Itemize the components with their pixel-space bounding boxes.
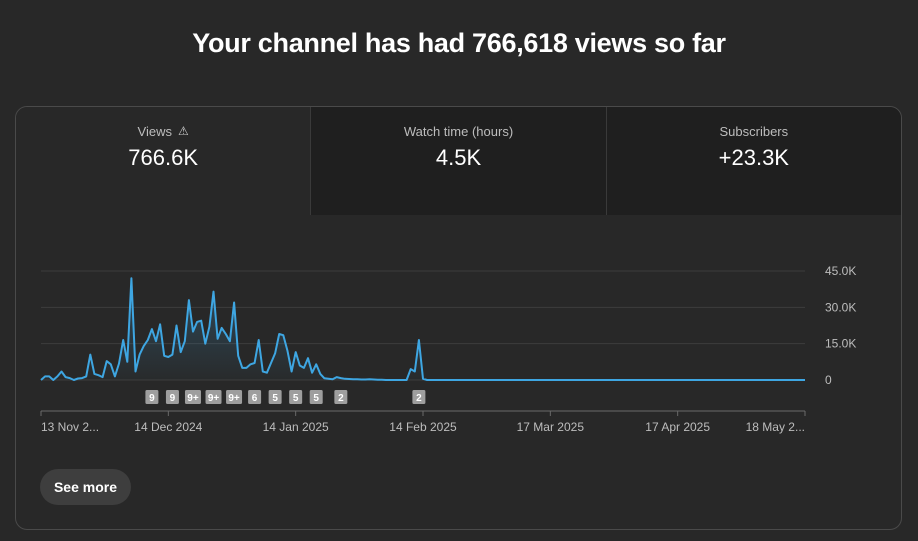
warning-triangle-icon[interactable]: ⚠ — [178, 124, 189, 138]
video-marker: 5 — [309, 390, 323, 404]
video-marker-count: 9 — [170, 393, 176, 404]
metric-tabs: Views ⚠ 766.6K Watch time (hours) 4.5K Su… — [16, 107, 901, 215]
y-tick-label: 30.0K — [825, 300, 856, 314]
tab-views-label: Views — [137, 124, 172, 139]
x-tick-label: 13 Nov 2... — [41, 420, 99, 434]
video-marker-count: 5 — [313, 393, 319, 404]
video-marker: 2 — [412, 390, 426, 404]
video-marker: 9+ — [205, 390, 222, 404]
see-more-button[interactable]: See more — [40, 469, 131, 505]
y-tick-label: 15.0K — [825, 337, 856, 351]
video-marker-badge — [205, 390, 222, 404]
tab-views-label-row: Views ⚠ — [16, 124, 310, 139]
video-marker-badge — [334, 390, 348, 404]
video-marker-count: 5 — [272, 393, 278, 404]
analytics-card: Views ⚠ 766.6K Watch time (hours) 4.5K Su… — [15, 106, 902, 530]
video-marker-badge — [248, 390, 262, 404]
tab-subscribers[interactable]: Subscribers +23.3K — [605, 107, 901, 215]
video-marker-badge — [412, 390, 426, 404]
tab-subscribers-value: +23.3K — [718, 145, 789, 170]
x-tick-label: 14 Jan 2025 — [263, 420, 329, 434]
x-tick-label: 18 May 2... — [746, 420, 805, 434]
video-marker: 6 — [248, 390, 262, 404]
x-tick-label: 17 Apr 2025 — [645, 420, 710, 434]
video-marker-badge — [145, 390, 159, 404]
video-marker-badge — [165, 390, 179, 404]
x-tick-label: 17 Mar 2025 — [517, 420, 585, 434]
video-marker-badge — [309, 390, 323, 404]
video-marker-count: 6 — [252, 393, 258, 404]
video-marker-count: 9+ — [208, 393, 220, 404]
video-marker-badge — [226, 390, 243, 404]
video-marker-count: 5 — [293, 393, 299, 404]
video-marker: 9+ — [184, 390, 201, 404]
y-tick-label: 45.0K — [825, 264, 856, 278]
video-marker-count: 9+ — [187, 393, 199, 404]
y-tick-label: 0 — [825, 373, 832, 387]
tab-views[interactable]: Views ⚠ 766.6K — [16, 107, 311, 215]
video-marker-badge — [184, 390, 201, 404]
tab-watch-time-label: Watch time (hours) — [403, 124, 514, 139]
video-marker: 5 — [268, 390, 282, 404]
x-tick-label: 14 Feb 2025 — [389, 420, 457, 434]
tab-views-value: 766.6K — [128, 145, 199, 170]
video-marker: 9 — [165, 390, 179, 404]
video-marker-count: 2 — [416, 393, 422, 404]
video-marker-count: 9+ — [228, 393, 240, 404]
video-marker: 2 — [334, 390, 348, 404]
x-tick-label: 14 Dec 2024 — [134, 420, 202, 434]
views-line-chart: 0 15.0K 30.0K 45.0K 9 9 9+ 9+ 9+ 6 5 5 5 2 2 13 Nov 2… — [40, 264, 856, 434]
video-marker-badge — [289, 390, 303, 404]
video-marker-count: 9 — [149, 393, 155, 404]
video-marker-badge — [268, 390, 282, 404]
video-marker-count: 2 — [338, 393, 344, 404]
tab-subscribers-label: Subscribers — [719, 124, 789, 139]
tab-watch-time-value: 4.5K — [435, 145, 482, 170]
video-marker: 5 — [289, 390, 303, 404]
tab-watch-time[interactable]: Watch time (hours) 4.5K — [310, 107, 606, 215]
video-marker: 9 — [145, 390, 159, 404]
video-marker: 9+ — [226, 390, 243, 404]
page-headline: Your channel has had 766,618 views so fa… — [192, 28, 726, 58]
views-series-line — [40, 277, 805, 381]
